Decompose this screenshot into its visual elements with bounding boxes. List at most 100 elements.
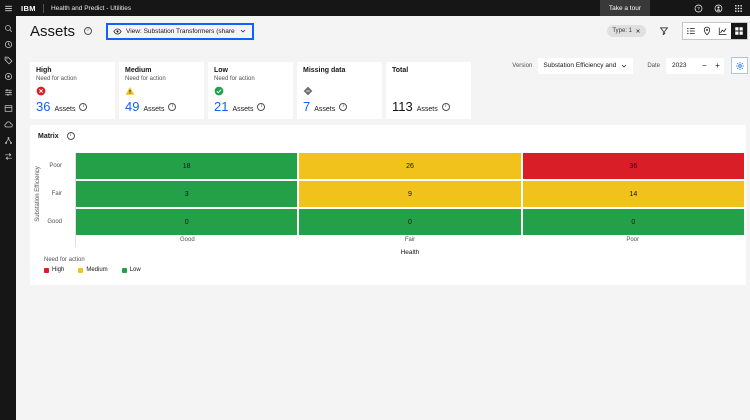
warning-filled-icon <box>125 86 198 96</box>
summary-cards: High Need for action 36 Assets i Medium … <box>30 62 471 119</box>
sliders-icon[interactable] <box>1 86 15 98</box>
version-label: Version <box>512 62 533 69</box>
card-title: Missing data <box>303 67 346 74</box>
card-info-icon[interactable]: i <box>79 102 88 111</box>
date-label: Date <box>647 62 660 69</box>
page-title-info-icon[interactable]: i <box>84 27 93 35</box>
card-unit: Assets <box>232 106 254 113</box>
map-view-icon[interactable] <box>699 23 715 39</box>
topbar-divider <box>42 3 44 13</box>
card-subtitle: Need for action <box>36 76 77 82</box>
tag-icon[interactable] <box>1 54 15 66</box>
checkmark-filled-icon <box>214 86 287 96</box>
card-medium[interactable]: Medium Need for action 49 Assets i <box>119 62 204 119</box>
card-title: Low <box>214 67 228 74</box>
card-subtitle <box>303 76 376 83</box>
card-low[interactable]: Low Need for action 21 Assets i <box>208 62 293 119</box>
date-input[interactable]: 2023 <box>672 62 687 69</box>
compare-icon[interactable] <box>1 150 15 162</box>
list-view-icon[interactable] <box>683 23 699 39</box>
decrement-button[interactable]: − <box>702 61 707 70</box>
hierarchy-icon[interactable] <box>1 134 15 146</box>
matrix-cell[interactable]: 26 <box>299 153 521 179</box>
search-icon[interactable] <box>1 22 15 34</box>
undefined-icon <box>303 86 376 96</box>
matrix-info-icon[interactable]: i <box>66 132 75 140</box>
left-navigation-rail <box>0 16 16 420</box>
error-filled-icon <box>36 86 109 96</box>
cloud-icon[interactable] <box>1 118 15 130</box>
legend-label: High <box>52 267 65 273</box>
legend-label: Medium <box>86 267 108 273</box>
matrix-row-poor: 18 26 36 <box>76 153 744 179</box>
card-high[interactable]: High Need for action 36 Assets i <box>30 62 115 119</box>
trend-view-icon[interactable] <box>715 23 731 39</box>
card-value: 21 <box>214 99 229 114</box>
y-tick: Poor <box>49 163 62 169</box>
card-total[interactable]: Total 113 Assets i <box>386 62 471 119</box>
matrix-cell[interactable]: 0 <box>76 209 298 235</box>
x-tick: Good <box>179 237 195 243</box>
view-mode-switcher <box>682 22 748 40</box>
card-value: 7 <box>303 99 311 114</box>
matrix-cell[interactable]: 14 <box>522 181 744 207</box>
x-tick: Poor <box>626 237 640 243</box>
chevron-down-icon <box>239 27 247 35</box>
matrix-row-fair: 3 9 14 <box>76 181 744 207</box>
y-axis-line <box>75 153 76 247</box>
legend-item-medium[interactable]: Medium <box>78 267 108 273</box>
x-tick: Fair <box>404 237 416 243</box>
history-icon[interactable] <box>1 38 15 50</box>
page-title: Assets <box>30 22 76 40</box>
asset-icon[interactable] <box>1 70 15 82</box>
card-info-icon[interactable]: i <box>339 102 348 111</box>
help-icon[interactable]: ? <box>694 4 703 13</box>
x-axis-ticks: Good Fair Poor <box>76 237 744 243</box>
type-filter-tag[interactable]: Type: 1 <box>607 25 646 37</box>
card-info-icon[interactable]: i <box>441 102 450 111</box>
app-switcher-icon[interactable] <box>734 4 743 13</box>
matrix-view-icon[interactable] <box>731 23 747 39</box>
legend-label: Low <box>129 267 141 273</box>
view-selector-label: View: Substation Transformers (shared) <box>126 27 236 35</box>
legend-swatch-high <box>44 267 49 273</box>
matrix-cell[interactable]: 0 <box>299 209 521 235</box>
main-content: Assets i View: Substation Transformers (… <box>16 16 750 420</box>
card-value: 36 <box>36 99 51 114</box>
filter-icon[interactable] <box>659 26 669 36</box>
settings-gear-icon[interactable] <box>731 57 748 74</box>
card-info-icon[interactable]: i <box>168 102 177 111</box>
legend-item-low[interactable]: Low <box>121 267 141 273</box>
x-axis-label: Health <box>400 249 420 256</box>
matrix-grid: 18 26 36 3 9 14 0 0 0 <box>76 153 744 235</box>
increment-button[interactable]: + <box>715 61 720 70</box>
version-select[interactable]: Substation Efficiency and... <box>538 57 634 74</box>
matrix-cell[interactable]: 0 <box>522 209 744 235</box>
card-missing-data[interactable]: Missing data 7 Assets i <box>297 62 382 119</box>
card-title: Total <box>392 67 409 74</box>
legend-swatch-medium <box>78 267 84 273</box>
eye-icon <box>113 27 122 36</box>
matrix-cell[interactable]: 9 <box>299 181 521 207</box>
y-tick: Fair <box>51 191 62 197</box>
date-stepper: 2023 − + <box>666 57 724 74</box>
legend-swatch-low <box>121 267 127 273</box>
card-subtitle <box>392 76 465 83</box>
scorecard-icon[interactable] <box>1 102 15 114</box>
matrix-cell[interactable]: 18 <box>76 153 298 179</box>
card-subtitle: Need for action <box>125 76 166 82</box>
user-avatar-icon[interactable] <box>714 4 723 13</box>
view-selector-dropdown[interactable]: View: Substation Transformers (shared) <box>106 22 255 40</box>
close-icon[interactable] <box>635 28 641 34</box>
card-info-icon[interactable]: i <box>257 102 266 111</box>
matrix-cell[interactable]: 3 <box>76 181 298 207</box>
card-unit: Assets <box>416 106 438 113</box>
matrix-panel: Matrix i Substation Efficiency Poor Fair… <box>30 125 746 285</box>
matrix-cell[interactable]: 36 <box>522 153 744 179</box>
take-a-tour-button[interactable]: Take a tour <box>599 0 650 16</box>
card-subtitle: Need for action <box>214 76 255 82</box>
menu-icon[interactable] <box>0 0 16 16</box>
legend-item-high[interactable]: High <box>44 267 64 273</box>
card-title: High <box>36 67 52 74</box>
matrix-title: Matrix <box>38 132 59 140</box>
